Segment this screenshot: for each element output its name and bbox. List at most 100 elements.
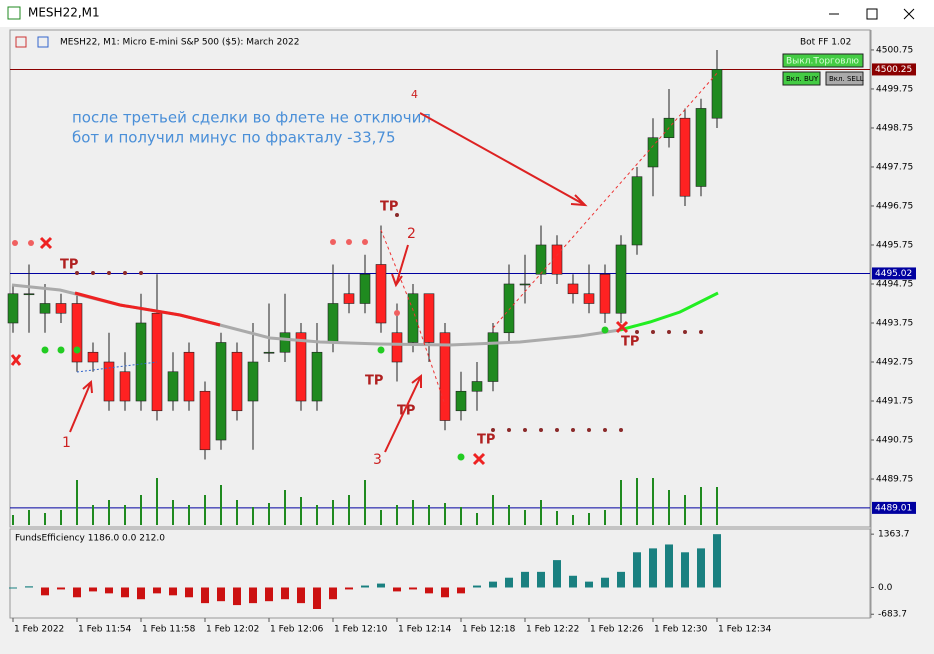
stop-dots [75, 213, 703, 432]
candle-body [503, 283, 515, 334]
candle-body [695, 108, 707, 187]
x-tick-label: 1 Feb 12:18 [462, 625, 516, 635]
mark-label: 4 [411, 88, 418, 101]
indicator-bar [89, 587, 97, 592]
sell-button[interactable] [825, 71, 864, 86]
indicator-bar [393, 587, 401, 592]
price-level-box [872, 267, 916, 280]
indicator-bar [505, 577, 513, 588]
candle-body [199, 390, 211, 451]
indicator-bar [553, 560, 561, 588]
candle-body [519, 283, 531, 286]
indicator-bar [313, 587, 321, 610]
indicator-bar [681, 552, 689, 588]
candle-body [471, 381, 483, 392]
price-level-box [872, 63, 916, 76]
candle-body [295, 332, 307, 402]
x-tick-label: 1 Feb 12:22 [526, 625, 579, 635]
indicator-bar [473, 585, 481, 588]
y-tick-label: -683.7 [878, 610, 907, 620]
indicator-bar [601, 577, 609, 588]
button-label: Выкл.Торговлю [786, 57, 859, 67]
y-tick-label: 0.0 [878, 583, 893, 593]
candle-body [583, 293, 595, 304]
indicator-bar [41, 587, 49, 596]
y-tick-label: 4493.75 [876, 318, 913, 328]
indicator-bar [409, 587, 417, 590]
candle-body [183, 351, 195, 402]
x-tick-label: 1 Feb 12:30 [654, 625, 708, 635]
candle-body [103, 361, 115, 402]
indicator-bar [537, 571, 545, 588]
candle-body [263, 351, 275, 354]
mark-label: 2 [407, 226, 416, 242]
indicator-bar [697, 548, 705, 588]
button-label: Вкл. BUY [786, 75, 819, 83]
x-tick-label: 1 Feb 2022 [14, 625, 64, 635]
indicator-bar [425, 587, 433, 594]
indicator-bar [249, 587, 257, 604]
trade-line [380, 229, 446, 406]
y-tick-label: 4496.75 [876, 201, 913, 211]
button-label: Вкл. SELL [829, 75, 864, 83]
window-title: MESH22,M1 [28, 6, 100, 20]
candle-body [407, 293, 419, 343]
close-button[interactable] [903, 8, 915, 20]
tp-label: TP [365, 374, 383, 389]
candle-body [375, 264, 387, 324]
indicator-bar [121, 587, 129, 598]
indicator-bar [265, 587, 273, 602]
candle-body [39, 303, 51, 314]
indicator-bar [713, 534, 721, 588]
trade-line [492, 71, 719, 329]
indicator-bar [649, 548, 657, 588]
indicator-bar [361, 585, 369, 588]
tp-label: TP [477, 433, 495, 448]
y-tick-label: 4494.75 [876, 279, 913, 289]
candle-body [247, 361, 259, 402]
indicator-bar [73, 587, 81, 598]
indicator-bar [233, 587, 241, 606]
title-bar [0, 0, 934, 27]
candle-body [135, 322, 147, 402]
price-level-box [872, 501, 916, 514]
y-tick-label: 1363.7 [878, 530, 910, 540]
maximize-button[interactable] [866, 8, 878, 20]
y-tick-label: 4497.75 [876, 162, 913, 172]
candle-body [551, 244, 563, 275]
candle-body [231, 351, 243, 412]
price-chart [9, 29, 871, 528]
y-tick-label: 4495.75 [876, 240, 913, 250]
window-icon [7, 6, 21, 20]
x-tick-label: 1 Feb 12:26 [590, 625, 644, 635]
indicator-bar [377, 583, 385, 588]
stop-trading-button[interactable] [782, 53, 864, 68]
candle-body [327, 303, 339, 343]
indicator-bar [153, 587, 161, 594]
y-tick-label: 4492.75 [876, 358, 913, 368]
candle-body [599, 273, 611, 314]
indicator-bar [297, 587, 305, 604]
indicator-bar [25, 586, 33, 588]
indicator-bar [169, 587, 177, 596]
entry-dots [41, 326, 609, 461]
moving-average-down [74, 291, 221, 327]
candle-body [71, 303, 83, 363]
header-icon [15, 36, 27, 48]
candle-body [423, 293, 435, 343]
chart-header: MESH22, M1: Micro E-mini S&P 500 ($5): M… [60, 38, 299, 48]
indicator-bar [57, 587, 65, 590]
x-tick-label: 1 Feb 12:34 [718, 625, 772, 635]
candle-body [343, 293, 355, 304]
indicator-bar [633, 552, 641, 588]
x-tick-label: 1 Feb 11:54 [78, 625, 132, 635]
buy-button[interactable] [782, 71, 821, 86]
indicator-bar [617, 571, 625, 588]
indicator-bar [185, 587, 193, 598]
indicator-bar [569, 575, 577, 588]
indicator-bar [137, 587, 145, 600]
candle-body [167, 371, 179, 402]
indicator-label: FundsEfficiency 1186.0 0.0 212.0 [15, 534, 165, 544]
indicator-bar [9, 587, 17, 589]
